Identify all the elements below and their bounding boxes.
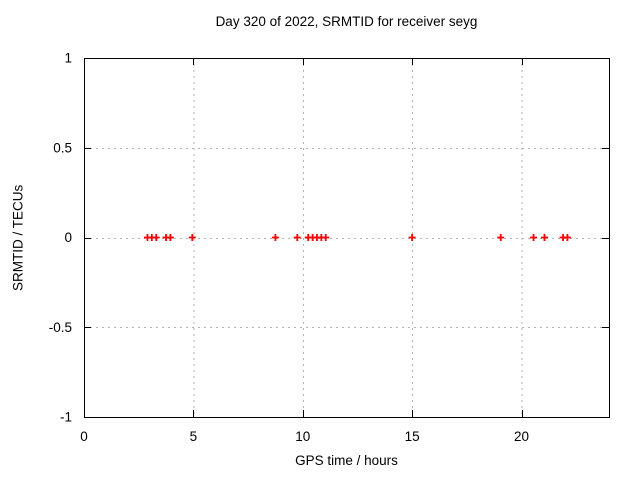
plot-border: [84, 58, 610, 418]
x-tick-label: 5: [190, 429, 198, 444]
data-point-cross: [293, 234, 301, 241]
data-point-cross: [166, 234, 174, 241]
x-tick-label: 0: [80, 429, 88, 444]
x-tick-label: 20: [514, 429, 529, 444]
y-tick-label: 1: [64, 51, 72, 66]
y-tick-label: -0.5: [49, 320, 72, 335]
data-point-cross: [408, 234, 416, 241]
data-point-cross: [530, 234, 538, 241]
y-tick-label: 0: [64, 230, 72, 245]
x-tick-label: 15: [405, 429, 420, 444]
x-axis-label: GPS time / hours: [295, 453, 398, 468]
data-point-cross: [540, 234, 548, 241]
x-tick-label: 10: [295, 429, 310, 444]
data-point-cross: [322, 234, 330, 241]
data-point-cross: [152, 234, 160, 241]
data-point-cross: [497, 234, 505, 241]
chart-title: Day 320 of 2022, SRMTID for receiver sey…: [215, 14, 478, 29]
y-tick-label: -1: [60, 410, 72, 425]
data-point-cross: [563, 234, 571, 241]
y-tick-label: 0.5: [53, 140, 72, 155]
data-point-cross: [271, 234, 279, 241]
data-point-cross: [188, 234, 196, 241]
